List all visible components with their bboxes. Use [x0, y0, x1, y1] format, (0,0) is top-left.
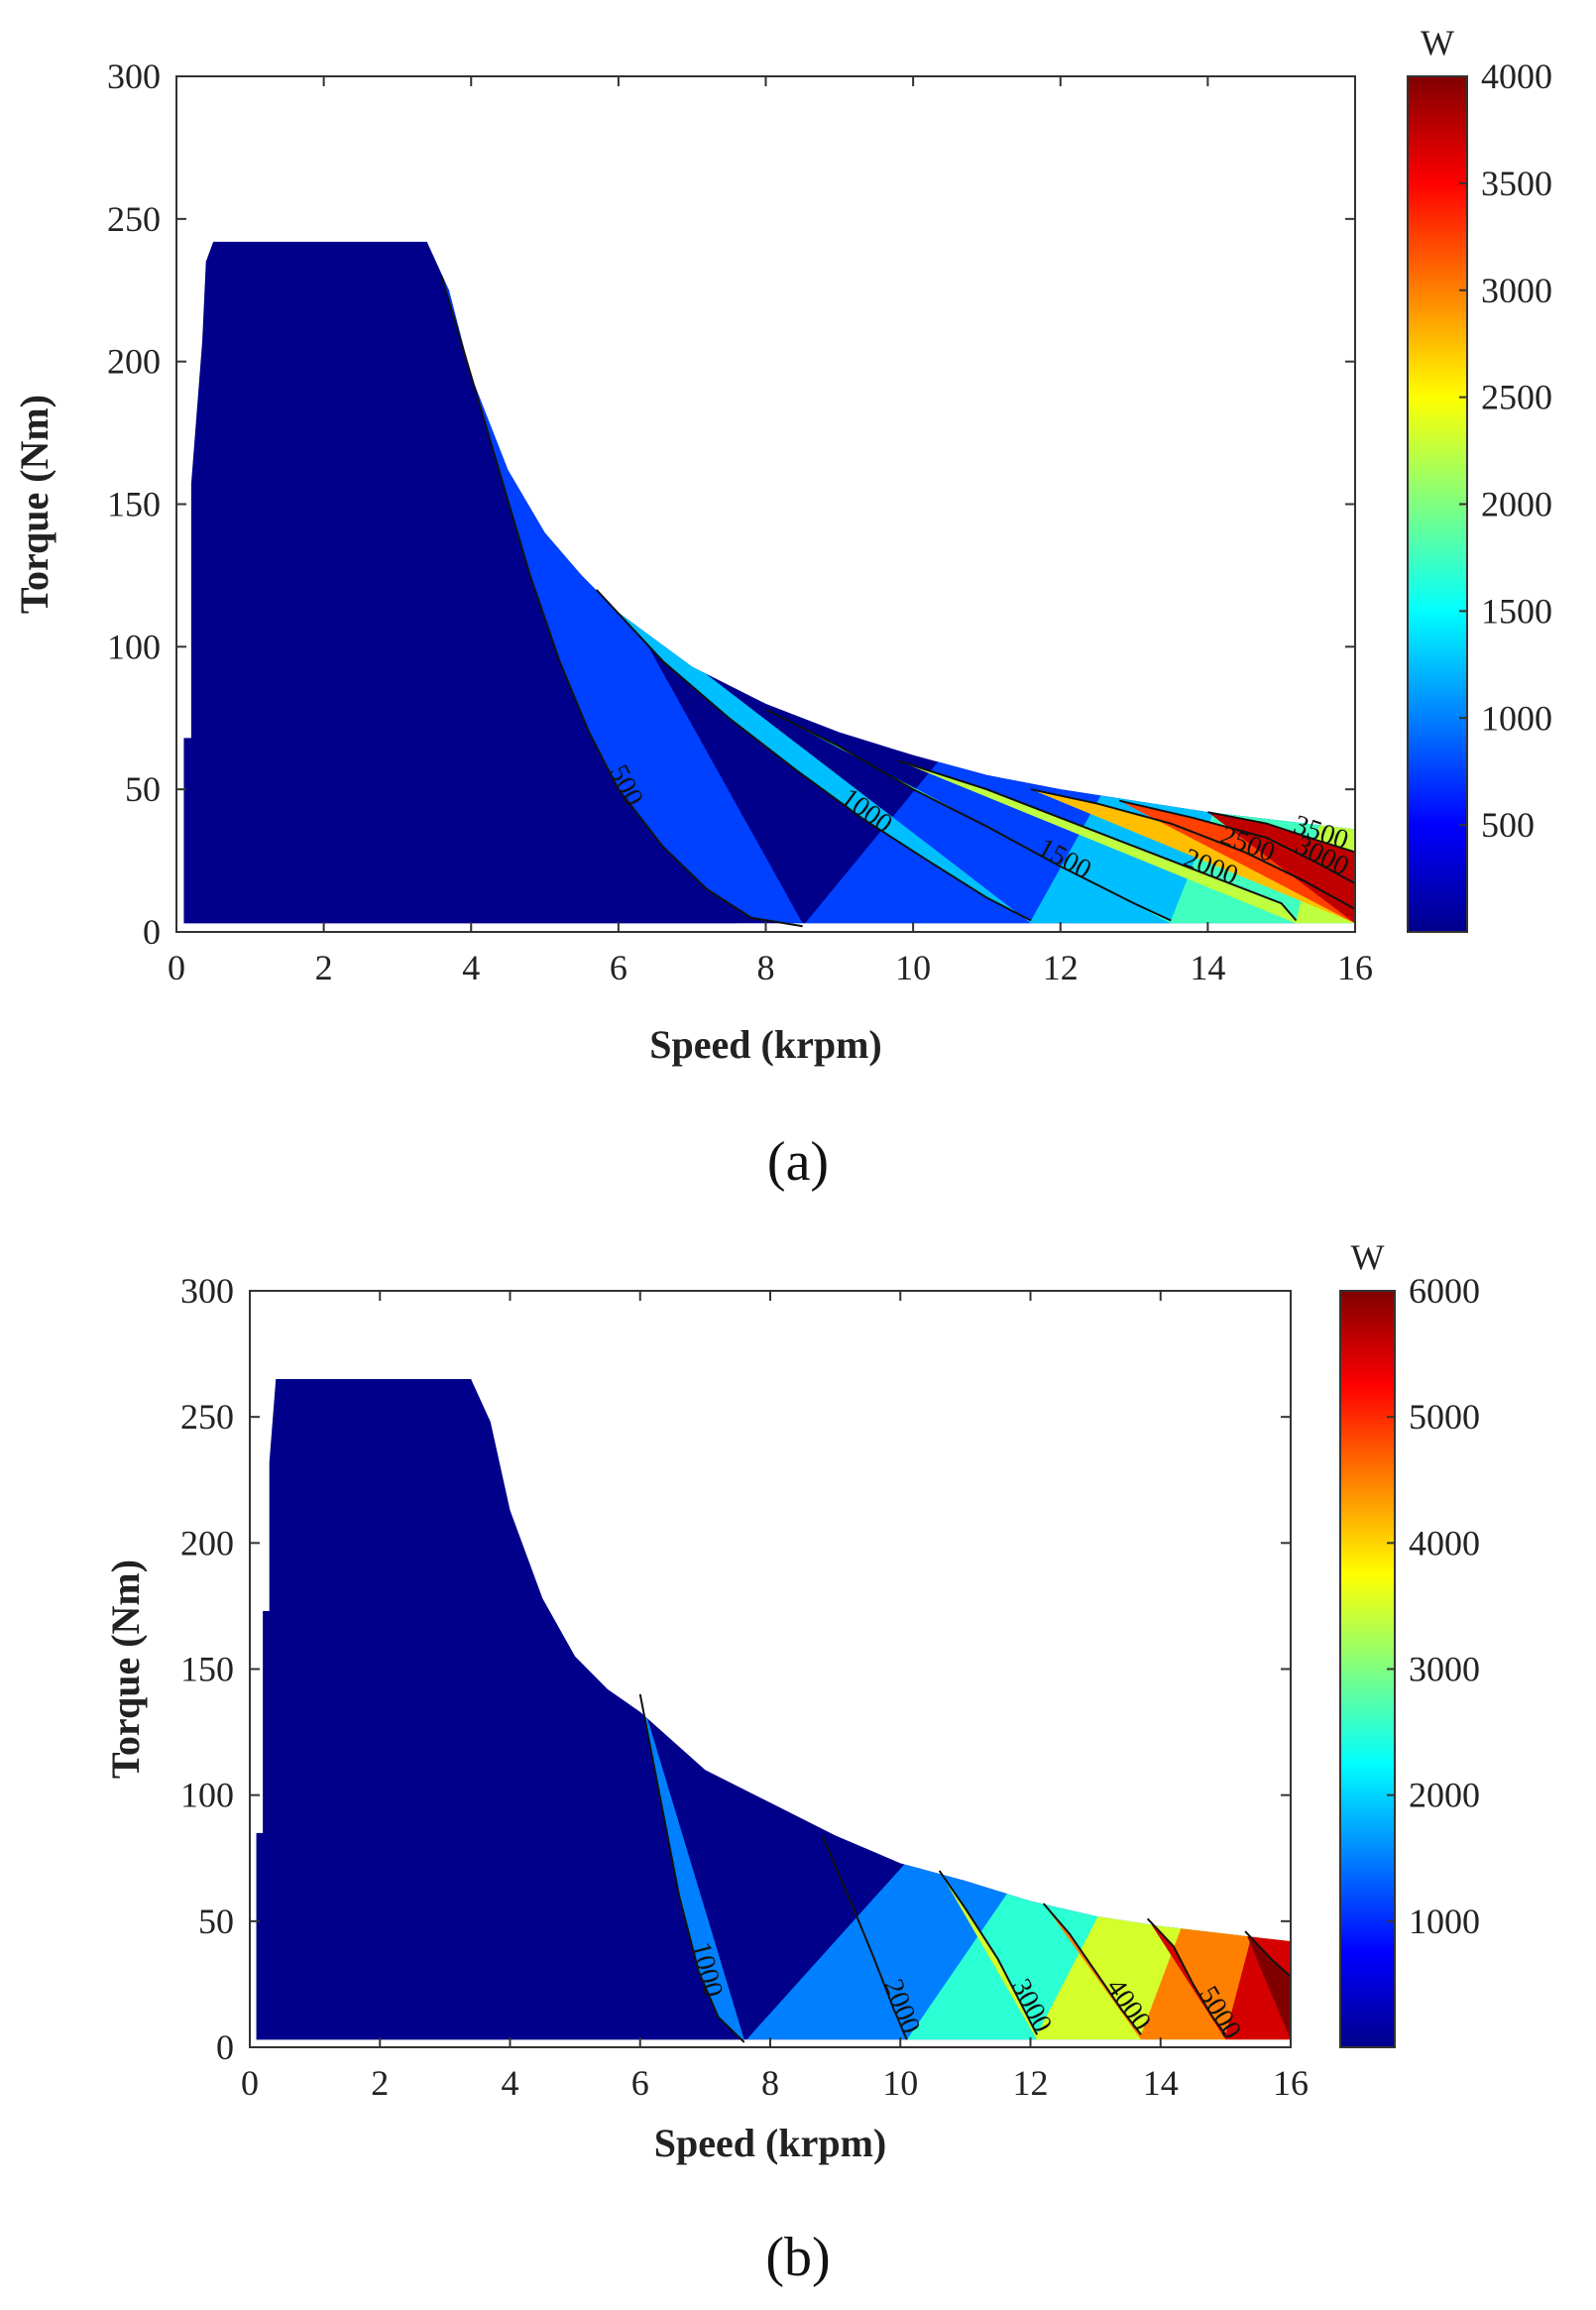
contour-line-2000: [821, 1834, 908, 2040]
colorbar-tick-label: 4000: [1481, 57, 1552, 96]
unreachable-strip: [736, 923, 1355, 932]
x-tick-label: 2: [371, 2063, 389, 2103]
colorbar-tick-label: 2000: [1481, 485, 1552, 524]
contour-line-2500: [1030, 788, 1356, 910]
x-tick-label: 10: [882, 2063, 918, 2103]
colorbar-a: [1407, 75, 1468, 933]
x-tick-label: 16: [1337, 948, 1373, 987]
contour-lines-b: [638, 1693, 1292, 2043]
y-tick-label: 0: [216, 2027, 234, 2067]
x-tick-label: 12: [1043, 948, 1079, 987]
contour-line-3500: [1207, 811, 1356, 854]
colorbar-tick-label: 5000: [1409, 1397, 1480, 1437]
x-tick-label: 8: [761, 2063, 779, 2103]
colorbar-tick-label: 1000: [1481, 698, 1552, 738]
contour-lines-a: [440, 276, 1356, 928]
colorbar-tick-label: 6000: [1409, 1271, 1480, 1311]
contour-line-1500: [765, 708, 1172, 922]
contour-line-2000: [897, 759, 1298, 922]
colorbar-tick-label: 1500: [1481, 591, 1552, 631]
x-tick-label: 10: [895, 948, 931, 987]
y-axis-ticks-a: 0 50 100 150 200 250 300: [107, 57, 1355, 952]
x-tick-label: 4: [462, 948, 480, 987]
colorbar-unit-a: W: [1421, 23, 1454, 62]
efficiency-map-fill-b: [256, 1379, 1291, 2047]
y-tick-label: 150: [107, 485, 161, 524]
y-tick-label: 100: [180, 1776, 234, 1815]
x-axis-ticks-a: 0 2 4 6 8 10 12 14 16: [168, 76, 1373, 987]
colorbar-ticks-b: 1000 2000 3000 4000 5000 6000: [1387, 1271, 1480, 1941]
region-base: [256, 1379, 1291, 2047]
contour-line-6000: [1244, 1930, 1292, 1978]
x-tick-label: 12: [1013, 2063, 1049, 2103]
colorbar-tick-label: 3500: [1481, 164, 1552, 203]
contour-line-4000: [1042, 1903, 1142, 2035]
y-tick-label: 50: [125, 769, 161, 809]
x-tick-label: 4: [502, 2063, 519, 2103]
x-tick-label: 2: [315, 948, 333, 987]
y-axis-label-a: Torque (Nm): [12, 395, 57, 614]
colorbar-tick-label: 1000: [1409, 1902, 1480, 1941]
x-tick-label: 14: [1190, 948, 1225, 987]
y-tick-label: 250: [180, 1397, 234, 1437]
colorbar-tick-label: 2500: [1481, 378, 1552, 417]
contour-line-1000: [638, 1693, 745, 2043]
colorbar-tick-label: 3000: [1481, 271, 1552, 310]
x-axis-label-a: Speed (krpm): [649, 1022, 881, 1067]
x-tick-label: 6: [610, 948, 627, 987]
x-axis-label-b: Speed (krpm): [654, 2121, 886, 2165]
x-tick-label: 0: [241, 2063, 259, 2103]
x-tick-label: 16: [1273, 2063, 1309, 2103]
chart-panel-b: 1000 2000 3000 4000 5000 0 2 4 6 8 10 12 14 16 0 50 10…: [103, 1237, 1480, 2288]
y-tick-label: 150: [180, 1650, 234, 1689]
x-axis-ticks-b: 0 2 4 6 8 10 12 14 16: [241, 1291, 1309, 2103]
panel-label-a: (a): [767, 1131, 829, 1193]
contour-line-5000: [1146, 1917, 1227, 2035]
contour-line-3000: [1118, 799, 1356, 884]
x-tick-label: 0: [168, 948, 185, 987]
contour-line-1000: [595, 589, 1032, 922]
colorbar-tick-label: 3000: [1409, 1650, 1480, 1689]
y-axis-label-b: Torque (Nm): [103, 1559, 148, 1779]
y-tick-label: 50: [198, 1902, 234, 1941]
y-tick-label: 250: [107, 199, 161, 239]
y-tick-label: 300: [180, 1271, 234, 1311]
colorbar-ticks-a: 500 1000 1500 2000 2500 3000 3500 4000: [1459, 57, 1552, 845]
panel-label-b: (b): [765, 2227, 830, 2288]
y-tick-label: 200: [107, 342, 161, 382]
colorbar-tick-label: 4000: [1409, 1523, 1480, 1562]
colorbar-tick-label: 500: [1481, 805, 1535, 845]
x-tick-label: 6: [631, 2063, 649, 2103]
contour-line-3000: [938, 1870, 1038, 2035]
y-axis-ticks-b: 0 50 100 150 200 250 300: [180, 1271, 1291, 2067]
colorbar-unit-b: W: [1351, 1237, 1385, 1277]
region-base: [183, 241, 1355, 932]
y-tick-label: 0: [143, 912, 161, 952]
y-tick-label: 200: [180, 1523, 234, 1562]
colorbar-tick-label: 2000: [1409, 1776, 1480, 1815]
x-tick-label: 8: [757, 948, 775, 987]
unreachable-strip: [743, 2039, 1291, 2047]
colorbar-b: [1339, 1290, 1396, 2048]
y-tick-label: 300: [107, 57, 161, 96]
y-tick-label: 100: [107, 627, 161, 666]
x-tick-label: 14: [1143, 2063, 1179, 2103]
contour-line-500: [440, 276, 803, 928]
